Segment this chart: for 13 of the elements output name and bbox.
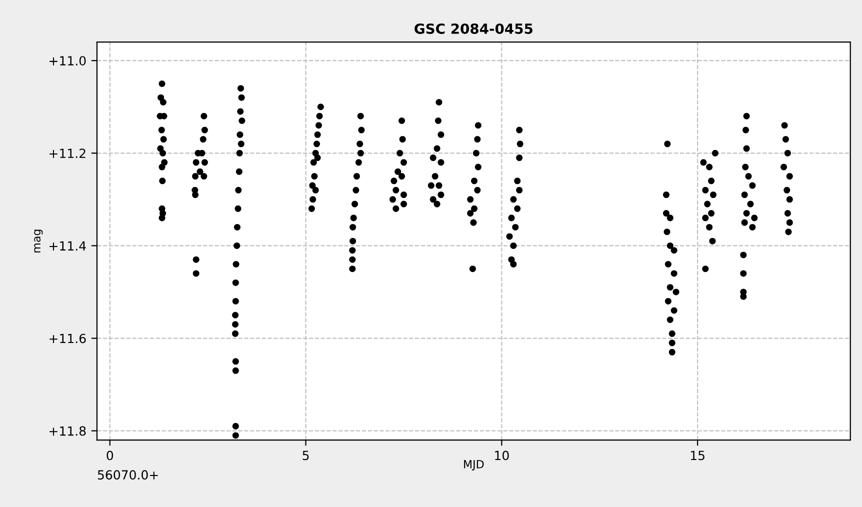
y-tick-label: +11.8 (50, 426, 86, 436)
y-axis-title: mag (34, 230, 43, 252)
y-tick-label: +11.0 (50, 56, 86, 66)
x-tick-label: 15 (690, 450, 704, 460)
x-tick-label: 5 (302, 450, 309, 460)
y-tick-label: +11.6 (50, 334, 86, 344)
x-tick-label: 10 (495, 450, 509, 460)
y-tick-label: +11.4 (50, 241, 86, 250)
x-axis-title: MJD (464, 460, 484, 470)
x-tick-label: 0 (106, 450, 114, 460)
text: 56070.0+ (98, 470, 158, 480)
y-tick-label: +11.2 (50, 148, 86, 158)
chart-title: GSC 2084-0455 (414, 23, 532, 34)
